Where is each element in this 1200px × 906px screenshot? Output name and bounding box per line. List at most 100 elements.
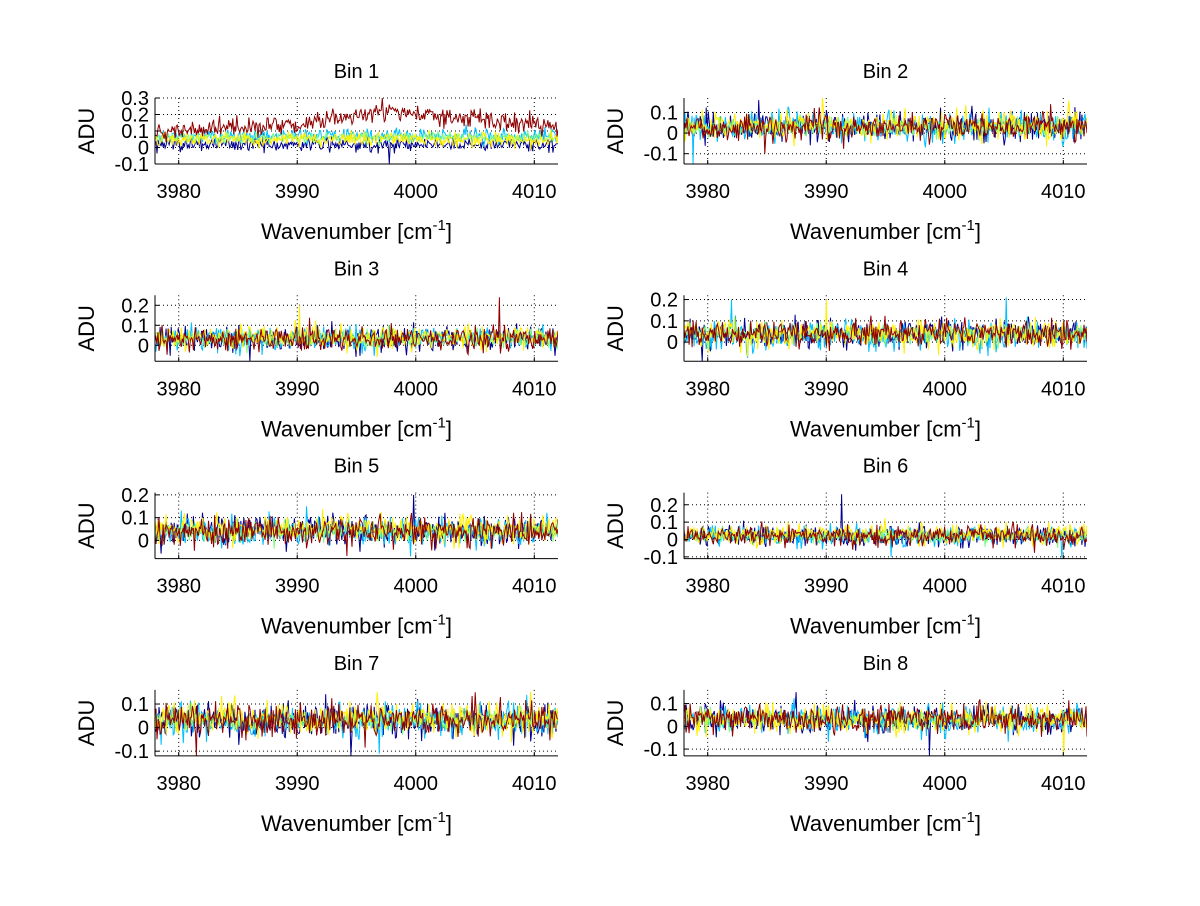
x-label-text: Wavenumber [cm: [790, 219, 962, 244]
y-tick-label: 0.2: [650, 495, 678, 517]
x-label-text: Wavenumber [cm: [261, 219, 433, 244]
series-line-4: [155, 129, 558, 151]
series-line-5: [684, 104, 1087, 154]
subplot-bin-5: 3980 3990 4000 4010 00.10.2 Bin 5 ADU Wavenumbe…: [74, 456, 558, 639]
subplot-title: Bin 3: [334, 258, 380, 280]
y-tick-label: 0.2: [121, 105, 149, 127]
series-line-5: [684, 315, 1087, 352]
y-tick-label: 0.1: [121, 694, 149, 716]
subplot-title: Bin 4: [863, 258, 909, 280]
x-tick-label: 3990: [804, 773, 849, 795]
y-tick-label: 0: [138, 718, 149, 740]
subplot-bin-8: 3980 3990 4000 4010 -0.100.1 Bin 8 ADU Wavenumb…: [603, 653, 1087, 836]
series-group: [155, 691, 558, 756]
x-tick-label: 4010: [1041, 378, 1086, 400]
x-tick-label: 3980: [156, 378, 201, 400]
y-tick-label: 0: [667, 716, 678, 738]
subplot-title: Bin 2: [863, 61, 909, 83]
y-tick-label: 0.1: [121, 121, 149, 143]
x-axis-label: Wavenumber [cm-1]: [261, 217, 452, 244]
x-tick-label: 4000: [394, 576, 439, 598]
y-axis-label: ADU: [603, 502, 628, 548]
series-line-5: [155, 297, 558, 356]
series-group: [684, 98, 1087, 164]
x-label-text: Wavenumber [cm: [790, 416, 962, 441]
x-tick-label: 3990: [804, 181, 849, 203]
series-group: [684, 297, 1087, 362]
x-tick-label: 3990: [275, 378, 320, 400]
x-tick-label: 4000: [923, 773, 968, 795]
series-group: [155, 494, 558, 557]
subplot-bin-3: 3980 3990 4000 4010 00.10.2 Bin 3 ADU Wavenumbe…: [74, 258, 558, 441]
x-label-end: ]: [446, 614, 452, 639]
x-label-end: ]: [446, 219, 452, 244]
x-label-end: ]: [446, 811, 452, 836]
y-tick-label: 0: [138, 530, 149, 552]
x-label-text: Wavenumber [cm: [261, 614, 433, 639]
x-tick-label: 4000: [923, 378, 968, 400]
x-tick-label: 4010: [512, 773, 557, 795]
x-label-superscript: -1: [433, 612, 446, 629]
y-tick-label: 0: [138, 138, 149, 160]
subplot-title: Bin 6: [863, 456, 909, 478]
x-label-superscript: -1: [433, 414, 446, 431]
x-tick-label: 3980: [685, 576, 730, 598]
y-axis-label: ADU: [603, 305, 628, 351]
subplot-title: Bin 1: [334, 61, 380, 83]
x-label-end: ]: [446, 416, 452, 441]
x-tick-label: 4010: [1041, 773, 1086, 795]
y-tick-label: 0.1: [650, 311, 678, 333]
x-tick-label: 3980: [685, 378, 730, 400]
series-group: [684, 494, 1087, 558]
x-tick-label: 4000: [394, 773, 439, 795]
y-tick-label: -0.1: [115, 741, 149, 763]
subplot-title: Bin 7: [334, 653, 380, 675]
x-tick-label: 4000: [394, 378, 439, 400]
subplot-bin-4: 3980 3990 4000 4010 00.10.2 Bin 4 ADU Wavenumbe…: [603, 258, 1087, 441]
y-tick-label: 0.1: [121, 315, 149, 337]
series-line-4: [155, 508, 558, 549]
y-tick-label: -0.1: [644, 739, 678, 761]
x-label-end: ]: [975, 219, 981, 244]
y-tick-label: 0.2: [121, 295, 149, 317]
y-axis-label: ADU: [74, 700, 99, 746]
y-tick-label: 0.1: [650, 102, 678, 124]
y-tick-label: 0.2: [650, 290, 678, 312]
y-axis-label: ADU: [74, 108, 99, 154]
y-tick-label: 0: [667, 529, 678, 551]
x-label-superscript: -1: [433, 217, 446, 234]
x-label-end: ]: [975, 614, 981, 639]
y-axis-label: ADU: [603, 700, 628, 746]
y-axis-label: ADU: [74, 502, 99, 548]
y-tick-label: 0: [138, 335, 149, 357]
y-tick-label: 0.2: [121, 485, 149, 507]
x-tick-label: 4000: [394, 181, 439, 203]
y-tick-label: 0.1: [650, 694, 678, 716]
x-label-superscript: -1: [962, 217, 975, 234]
y-tick-label: 0.3: [121, 88, 149, 110]
series-group: [155, 297, 558, 362]
subplot-title: Bin 8: [863, 653, 909, 675]
x-label-text: Wavenumber [cm: [261, 811, 433, 836]
series-line-5: [155, 512, 558, 557]
x-tick-label: 4000: [923, 576, 968, 598]
x-tick-label: 3980: [156, 576, 201, 598]
x-tick-label: 3990: [804, 378, 849, 400]
y-tick-label: 0: [667, 332, 678, 354]
x-axis-label: Wavenumber [cm-1]: [261, 612, 452, 639]
x-axis-label: Wavenumber [cm-1]: [790, 809, 981, 836]
x-tick-label: 3980: [685, 181, 730, 203]
y-tick-label: -0.1: [644, 144, 678, 166]
subplot-bin-1: 3980 3990 4000 4010 -0.100.10.20.3 Bin 1 ADU Wa…: [74, 61, 558, 244]
y-tick-label: 0: [667, 123, 678, 145]
x-axis-label: Wavenumber [cm-1]: [790, 217, 981, 244]
subplot-bin-6: 3980 3990 4000 4010 -0.100.10.2 Bin 6 ADU Waven…: [603, 456, 1087, 639]
x-tick-label: 3980: [156, 773, 201, 795]
x-label-superscript: -1: [962, 809, 975, 826]
x-tick-label: 4000: [923, 181, 968, 203]
y-tick-label: 0.1: [650, 512, 678, 534]
x-axis-label: Wavenumber [cm-1]: [261, 809, 452, 836]
x-tick-label: 3990: [275, 576, 320, 598]
x-label-text: Wavenumber [cm: [790, 811, 962, 836]
